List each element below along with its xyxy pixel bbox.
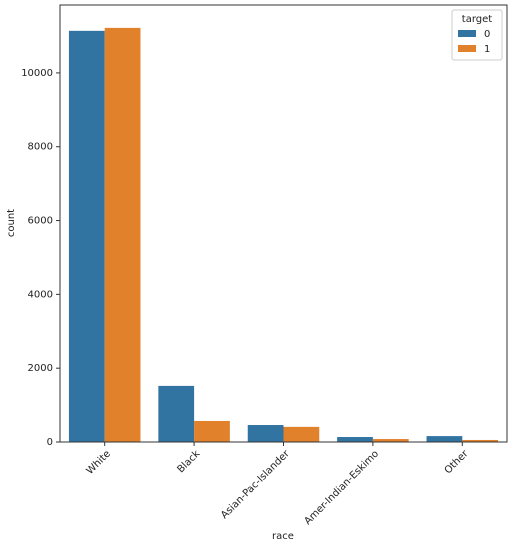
y-axis-label: count (6, 209, 17, 237)
y-tick-label: 2000 (28, 363, 53, 374)
x-tick-label: White (85, 448, 113, 476)
x-tick-label: Amer-Indian-Eskimo (302, 448, 381, 527)
y-tick-label: 0 (47, 437, 53, 448)
bar (462, 439, 499, 442)
bar (247, 425, 284, 442)
bar (68, 30, 105, 442)
legend-swatch (458, 30, 476, 37)
x-tick-label: Black (175, 448, 202, 475)
bar (372, 439, 409, 442)
y-tick-label: 4000 (28, 289, 53, 300)
y-tick-label: 10000 (21, 68, 53, 79)
x-tick-label: Asian-Pac-Islander (219, 448, 292, 521)
legend-label: 1 (484, 44, 490, 55)
x-axis-label: race (272, 531, 294, 542)
plot-frame (59, 4, 508, 443)
legend-swatch (458, 45, 476, 52)
legend-title: target (462, 14, 492, 25)
x-tick-label: Other (443, 448, 471, 476)
bar (283, 426, 320, 442)
bar (426, 436, 463, 442)
bar (337, 437, 373, 442)
bar (158, 385, 195, 442)
legend-label: 0 (484, 29, 490, 40)
y-tick-label: 8000 (28, 142, 53, 153)
bar (194, 420, 230, 442)
bar (104, 27, 141, 442)
y-tick-label: 6000 (28, 216, 53, 227)
